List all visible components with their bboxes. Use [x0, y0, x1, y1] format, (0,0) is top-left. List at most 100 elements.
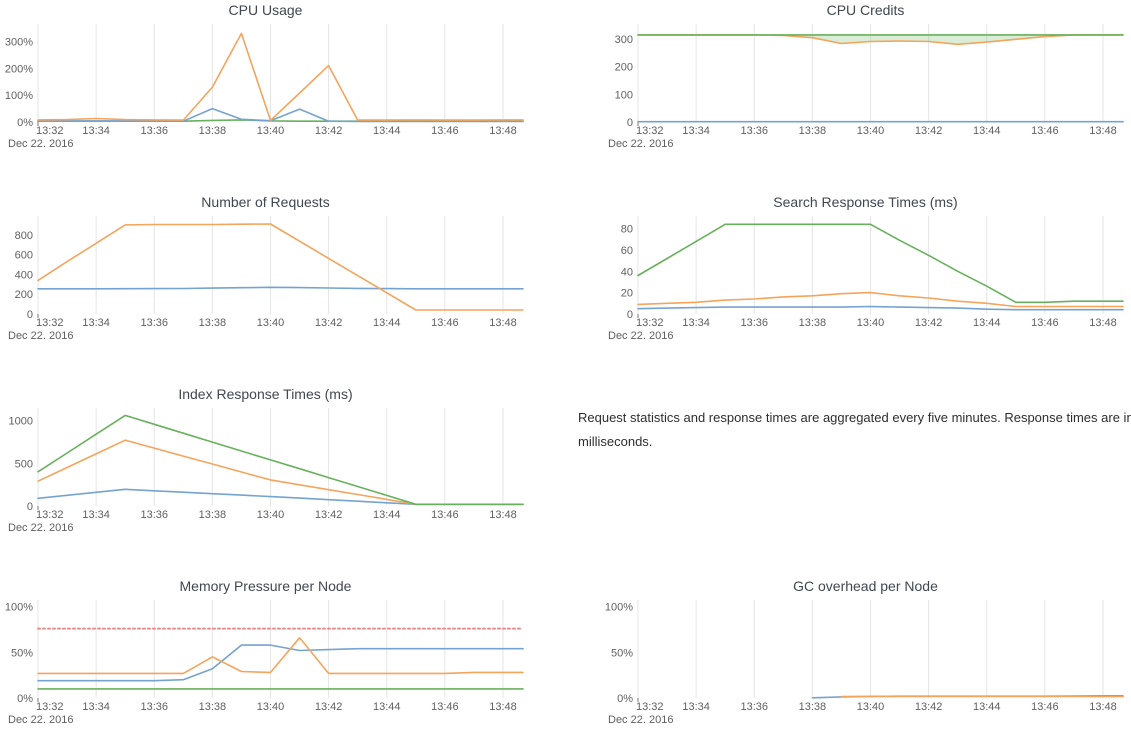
x-tick-label: 13:36: [740, 317, 768, 329]
series-line-blue: [37, 286, 524, 290]
y-tick-label: 600: [15, 250, 33, 262]
x-tick-label: 13:40: [257, 317, 285, 329]
y-tick-label: 200%: [5, 63, 33, 75]
x-tick-label: 13:46: [1031, 125, 1059, 137]
series-line-blue: [37, 644, 524, 682]
chart-cell-number-of-requests: 0 200 400 600 800 13:32 13:34 13:36 13:38 13:40 13…: [0, 192, 531, 344]
chart-cell-index-response-times: 0 500 1000 13:32 13:34 13:36 13:38 13:40 13:42 13…: [0, 384, 531, 536]
date-label: Dec 22. 2016: [8, 138, 73, 150]
x-tick-label: 13:44: [973, 125, 1001, 137]
x-tick-label: 13:48: [1089, 317, 1117, 329]
y-tick-label: 100%: [5, 602, 33, 614]
x-tick-label: 13:40: [857, 125, 885, 137]
x-tick-label: 13:32: [636, 125, 664, 137]
y-tick-label: 1000: [9, 416, 33, 428]
series-line-orange: [37, 439, 524, 506]
index-response-times-chart: 0 500 1000 13:32 13:34 13:36 13:38 13:40 13:42 13…: [8, 408, 524, 534]
x-tick-label: 13:38: [199, 317, 227, 329]
x-tick-label: 13:44: [973, 317, 1001, 329]
x-tick-label: 13:32: [36, 701, 64, 713]
aggregation-note-text: Request statistics and response times ar…: [578, 410, 1131, 450]
x-tick-label: 13:36: [140, 125, 168, 137]
x-tick-label: 13:36: [740, 701, 768, 713]
series-line-orange: [37, 223, 524, 311]
series-line-green: [637, 223, 1124, 304]
y-tick-label: 80: [621, 224, 633, 236]
x-tick-label: 13:38: [199, 125, 227, 137]
y-tick-label: 200: [15, 289, 33, 301]
x-tick-label: 13:32: [36, 125, 64, 137]
x-tick-label: 13:48: [489, 125, 517, 137]
y-tick-label: 50%: [611, 647, 633, 659]
x-tick-label: 13:40: [857, 701, 885, 713]
y-tick-label: 0: [627, 309, 633, 321]
y-tick-label: 200: [615, 62, 633, 74]
x-tick-label: 13:38: [799, 701, 827, 713]
x-tick-label: 13:38: [799, 317, 827, 329]
cpu-credits-chart: 0 100 200 300 13:32 13:34 13:36 13:38 13:40 13:42…: [608, 24, 1124, 150]
x-tick-label: 13:32: [36, 317, 64, 329]
x-tick-label: 13:42: [915, 701, 943, 713]
x-tick-label: 13:38: [799, 125, 827, 137]
x-tick-label: 13:42: [915, 125, 943, 137]
series-line-orange: [37, 32, 524, 122]
date-label: Dec 22. 2016: [608, 330, 673, 342]
x-tick-label: 13:42: [315, 125, 343, 137]
y-tick-label: 800: [15, 230, 33, 242]
dashboard-row-1: 0% 100% 200% 300% 13:32 13:34 13:36 13:38 13:40 1…: [0, 0, 1131, 152]
x-tick-label: 13:34: [82, 509, 110, 521]
x-tick-label: 13:44: [373, 701, 401, 713]
date-label: Dec 22. 2016: [8, 522, 73, 534]
y-tick-label: 20: [621, 288, 633, 300]
y-tick-label: 0%: [17, 117, 33, 129]
note-cell: Request statistics and response times ar…: [578, 384, 1131, 536]
y-tick-label: 40: [621, 266, 633, 278]
x-tick-label: 13:46: [1031, 317, 1059, 329]
x-tick-label: 13:48: [489, 701, 517, 713]
y-tick-label: 50%: [11, 647, 33, 659]
x-tick-label: 13:36: [140, 509, 168, 521]
fill-area: [638, 34, 1123, 45]
y-tick-label: 500: [15, 458, 33, 470]
search-response-times-chart: 0 20 40 60 80 13:32 13:34 13:36 13:38 13:40 13:42 1…: [608, 216, 1124, 342]
y-tick-label: 300: [615, 34, 633, 46]
series-line-green: [37, 414, 524, 506]
y-tick-label: 0: [627, 117, 633, 129]
x-tick-label: 13:38: [199, 701, 227, 713]
x-tick-label: 13:48: [1089, 701, 1117, 713]
date-label: Dec 22. 2016: [8, 330, 73, 342]
x-tick-label: 13:36: [140, 701, 168, 713]
x-tick-label: 13:44: [373, 125, 401, 137]
series-line-orange: [37, 637, 524, 675]
y-tick-label: 400: [15, 269, 33, 281]
chart-cell-cpu-usage: 0% 100% 200% 300% 13:32 13:34 13:36 13:38 13:40 1…: [0, 0, 531, 152]
x-tick-label: 13:48: [489, 317, 517, 329]
x-tick-label: 13:34: [82, 317, 110, 329]
chart-cell-memory-pressure: 0% 50% 100% 13:32 13:34 13:36 13:38 13:40 13:42 1…: [0, 576, 531, 728]
x-tick-label: 13:34: [82, 125, 110, 137]
cpu-usage-chart: 0% 100% 200% 300% 13:32 13:34 13:36 13:38 13:40 1…: [5, 24, 524, 150]
y-tick-label: 0: [27, 501, 33, 513]
date-label: Dec 22. 2016: [8, 714, 73, 726]
x-tick-label: 13:48: [489, 509, 517, 521]
series-line-orange: [637, 291, 1124, 308]
x-tick-label: 13:44: [373, 317, 401, 329]
x-tick-label: 13:36: [740, 125, 768, 137]
y-tick-label: 0%: [17, 693, 33, 705]
x-tick-label: 13:40: [857, 317, 885, 329]
x-tick-label: 13:44: [973, 701, 1001, 713]
series-line-blue: [37, 488, 524, 506]
x-tick-label: 13:42: [315, 701, 343, 713]
x-tick-label: 13:34: [82, 701, 110, 713]
date-label: Dec 22. 2016: [608, 714, 673, 726]
x-tick-label: 13:34: [682, 125, 710, 137]
x-tick-label: 13:38: [199, 509, 227, 521]
dashboard-row-2: 0 200 400 600 800 13:32 13:34 13:36 13:38 13:40 13…: [0, 192, 1131, 344]
y-tick-label: 0%: [617, 693, 633, 705]
x-tick-label: 13:32: [36, 509, 64, 521]
x-tick-label: 13:42: [315, 509, 343, 521]
x-tick-label: 13:32: [636, 317, 664, 329]
x-tick-label: 13:32: [636, 701, 664, 713]
y-tick-label: 0: [27, 309, 33, 321]
